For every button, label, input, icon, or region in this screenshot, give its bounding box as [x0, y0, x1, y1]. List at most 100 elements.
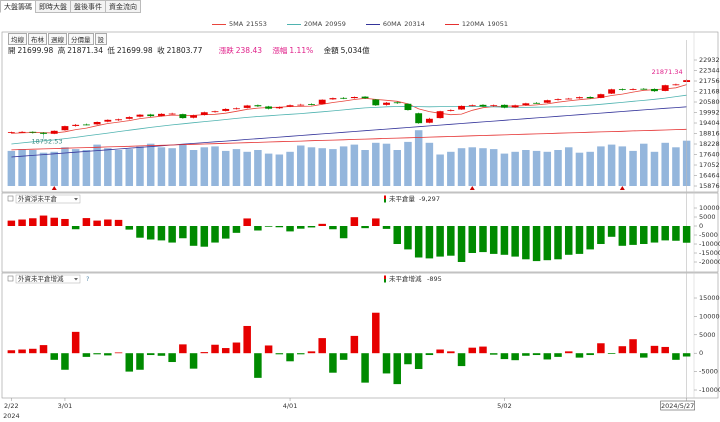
candle-body: [533, 102, 541, 104]
candle-body: [93, 122, 101, 125]
bar: [607, 226, 616, 237]
readout-swatch-up: [384, 195, 386, 199]
bar: [254, 226, 262, 231]
candle-body: [125, 117, 133, 119]
y-tick-label: 22344: [699, 67, 720, 75]
bar: [243, 325, 251, 354]
bar: [564, 226, 573, 255]
bar: [168, 226, 176, 243]
bar: [511, 353, 519, 361]
event-marker: [469, 186, 475, 190]
collapse-icon: [7, 195, 14, 202]
volume-bar: [543, 151, 552, 186]
volume-bar: [447, 151, 455, 186]
toolbar-button[interactable]: 布林: [28, 33, 47, 45]
bar: [479, 226, 487, 253]
volume-bar: [136, 146, 144, 186]
bar: [211, 226, 219, 243]
candle-body: [243, 105, 251, 108]
toolbar-button[interactable]: 分價量: [68, 33, 94, 45]
volume-bar: [189, 150, 198, 186]
volume-bar: [361, 150, 369, 186]
volume-bar: [29, 150, 37, 186]
y-tick-label: 18816: [699, 130, 720, 138]
legend-value: 19051: [487, 20, 509, 28]
tab[interactable]: 大盤籌碼: [0, 0, 36, 13]
candle-body: [190, 115, 198, 118]
bar: [522, 226, 530, 260]
bar: [618, 226, 627, 246]
bar: [29, 348, 37, 354]
bar: [682, 353, 691, 357]
bar: [136, 353, 144, 370]
readout-swatch-down: [384, 199, 386, 203]
y-tick-label: 18228: [699, 140, 720, 148]
volume-bar: [607, 144, 616, 186]
dropdown[interactable]: [15, 194, 81, 204]
bar: [640, 353, 648, 358]
bar: [329, 353, 337, 373]
info-value: 21871.34: [67, 46, 103, 55]
candle-body: [522, 103, 530, 106]
bar: [650, 226, 659, 243]
bar: [243, 218, 251, 226]
info-label: 漲幅: [272, 46, 288, 55]
candle-body: [361, 96, 369, 99]
candle-body: [543, 100, 551, 103]
bar: [564, 351, 573, 354]
readout-label: 未平倉量: [389, 194, 416, 203]
tab[interactable]: 即時大盤: [35, 0, 71, 13]
volume-bar: [393, 150, 401, 186]
bar: [211, 344, 219, 354]
bar: [672, 353, 680, 360]
candle-body: [104, 119, 112, 122]
candle-body: [18, 131, 26, 133]
candle-body: [200, 112, 208, 116]
bar: [136, 226, 144, 238]
y-tick-label: 22932: [699, 56, 720, 64]
y-tick-label: -10000: [699, 386, 720, 394]
y-tick-label: -20000: [699, 258, 720, 266]
bar: [318, 223, 326, 226]
bar: [457, 226, 466, 262]
volume-bar: [511, 151, 519, 186]
bar: [640, 226, 648, 244]
y-tick-label: -5000: [699, 368, 718, 376]
candle-body: [672, 84, 680, 86]
bar: [39, 345, 48, 354]
dropdown[interactable]: [15, 274, 81, 284]
x-tick-label: 5/02: [497, 402, 512, 410]
candle-body: [597, 94, 605, 98]
tab[interactable]: 盤後事件: [70, 0, 106, 13]
candle-body: [393, 102, 401, 104]
candle-body: [297, 104, 305, 106]
bar: [575, 226, 584, 254]
toolbar-button[interactable]: 週線: [48, 33, 67, 45]
volume-bar: [522, 150, 530, 186]
candle-body: [275, 107, 283, 109]
y-tick-label: 19404: [699, 119, 720, 127]
info-value: 1.11%: [289, 46, 314, 55]
bar: [489, 353, 498, 355]
toolbar-button[interactable]: 均線: [8, 33, 27, 45]
bar: [447, 351, 455, 354]
bar: [297, 226, 305, 229]
y-tick-label: 10000: [699, 312, 720, 320]
bar: [607, 353, 616, 354]
volume-bar: [71, 149, 80, 186]
bar: [168, 353, 176, 363]
tab[interactable]: 資金流向: [105, 0, 141, 13]
info-value: 21699.98: [17, 46, 54, 55]
y-tick-label: 21168: [699, 88, 720, 96]
candle-body: [286, 105, 294, 107]
volume-bar: [200, 147, 209, 186]
toolbar-button[interactable]: 設: [94, 33, 107, 45]
candle-body: [318, 99, 326, 104]
legend-value: 20314: [404, 20, 425, 28]
bar: [318, 338, 326, 354]
event-marker: [51, 186, 57, 190]
panel-border: [1, 192, 719, 273]
bar: [457, 353, 466, 367]
bar: [189, 226, 198, 246]
